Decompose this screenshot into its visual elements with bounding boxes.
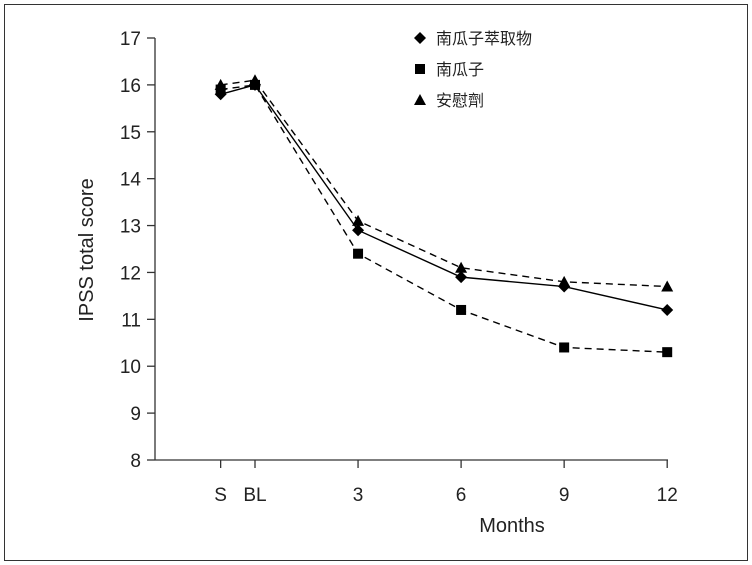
y-tick-label: 9 xyxy=(130,404,141,425)
data-point-diamond xyxy=(661,303,674,316)
x-tick-label: S xyxy=(214,485,227,506)
y-tick-label: 14 xyxy=(120,170,142,191)
data-point-square xyxy=(559,342,570,353)
y-tick-label: 13 xyxy=(120,217,141,238)
y-tick-label: 17 xyxy=(120,29,141,50)
data-point-square xyxy=(353,248,364,259)
legend-marker-triangle xyxy=(414,94,426,105)
y-tick-label: 8 xyxy=(130,451,141,472)
y-axis-title: IPSS total score xyxy=(76,178,98,321)
y-tick-label: 11 xyxy=(121,310,141,331)
legend-marker-diamond xyxy=(414,32,426,44)
data-point-triangle xyxy=(558,275,571,287)
x-tick-label: 6 xyxy=(456,485,467,506)
x-tick-label: BL xyxy=(243,485,266,506)
series-line-triangle xyxy=(220,79,668,288)
y-tick-label: 15 xyxy=(120,123,141,144)
y-tick-label: 10 xyxy=(120,357,141,378)
data-point-triangle xyxy=(214,78,227,90)
y-tick-label: 16 xyxy=(120,76,141,97)
data-point-triangle xyxy=(455,261,468,273)
x-tick-label: 12 xyxy=(657,485,678,506)
data-point-diamond xyxy=(352,224,365,237)
x-tick-label: 9 xyxy=(559,485,570,506)
data-point-triangle xyxy=(661,280,674,292)
data-point-square xyxy=(456,304,467,315)
data-point-square xyxy=(662,347,673,358)
legend-label: 安慰劑 xyxy=(436,91,484,110)
data-point-triangle xyxy=(249,74,261,86)
data-point-diamond xyxy=(455,271,468,284)
x-tick-label: 3 xyxy=(353,485,364,506)
axes: 8 9 10 11 12 13 14 15 16 17 S BL 3 6 9 12 xyxy=(120,29,678,506)
series-line-square xyxy=(220,84,668,353)
data-point-triangle xyxy=(352,214,365,226)
y-tick-label: 12 xyxy=(120,263,141,284)
chart-frame xyxy=(4,4,748,561)
legend-label: 南瓜子 xyxy=(436,60,484,79)
x-axis-title: Months xyxy=(479,515,545,537)
legend-marker-square xyxy=(415,64,425,74)
legend-label: 南瓜子萃取物 xyxy=(436,29,532,48)
series-layer xyxy=(214,74,674,358)
series-line-diamond xyxy=(220,84,668,311)
